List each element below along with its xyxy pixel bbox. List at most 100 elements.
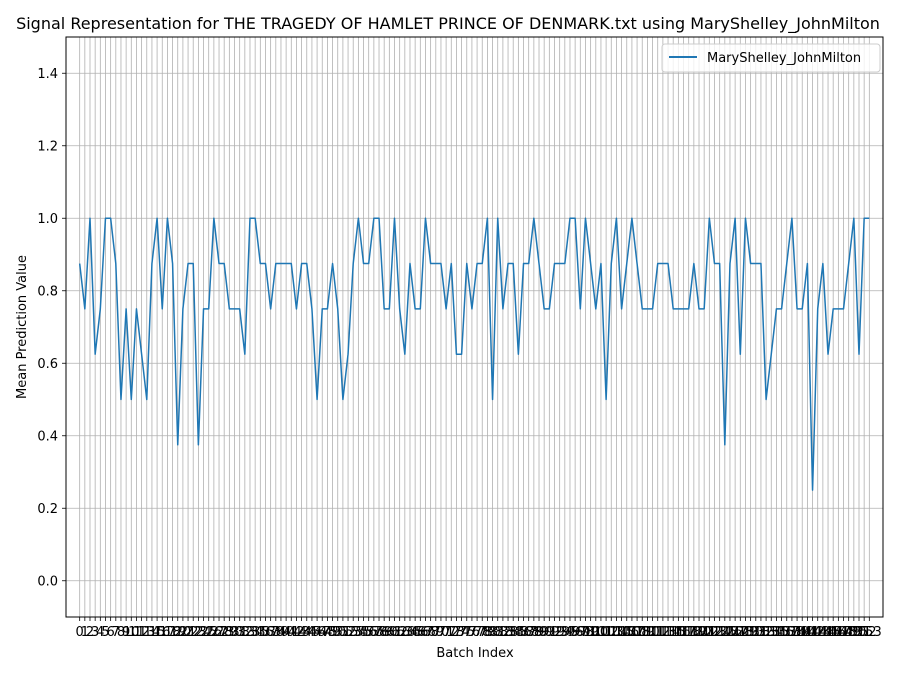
y-tick-label: 0.6 xyxy=(37,357,58,372)
x-tick-label: 82 xyxy=(495,625,512,640)
x-axis-label: Batch Index xyxy=(436,646,514,661)
x-tick-label: 60 xyxy=(381,625,398,640)
x-tick-label: 139 xyxy=(785,625,810,640)
x-tick-label: 31 xyxy=(231,625,248,640)
x-tick-label: 114 xyxy=(656,625,681,640)
x-tick-label: 20 xyxy=(175,625,192,640)
x-tick-label: 33 xyxy=(242,625,259,640)
x-tick-label: 75 xyxy=(458,625,475,640)
x-tick-label: 135 xyxy=(764,625,789,640)
x-tick-label: 21 xyxy=(180,625,197,640)
x-tick-label: 23 xyxy=(190,625,207,640)
x-tick-label: 113 xyxy=(650,625,675,640)
x-tick-label: 98 xyxy=(577,625,594,640)
y-tick-label: 0.8 xyxy=(37,284,58,299)
y-tick-label: 1.0 xyxy=(37,212,58,227)
x-tick-label: 62 xyxy=(391,625,408,640)
x-tick-label: 117 xyxy=(671,625,696,640)
x-tick-label: 78 xyxy=(474,625,491,640)
x-tick-label: 138 xyxy=(779,625,804,640)
x-tick-label: 30 xyxy=(226,625,243,640)
x-tick-label: 5 xyxy=(101,625,109,640)
x-tick-label: 151 xyxy=(847,625,872,640)
x-tick-label: 22 xyxy=(185,625,202,640)
x-tick-label: 19 xyxy=(169,625,186,640)
x-tick-label: 41 xyxy=(283,625,300,640)
legend-box xyxy=(661,43,881,73)
x-tick-label: 100 xyxy=(583,625,608,640)
x-tick-label: 11 xyxy=(128,625,145,640)
x-tick-label: 140 xyxy=(790,625,815,640)
x-tick-label: 57 xyxy=(366,625,383,640)
x-tick-label: 55 xyxy=(355,625,372,640)
x-tick-label: 88 xyxy=(526,625,543,640)
x-tick-label: 46 xyxy=(309,625,326,640)
x-tick-label: 71 xyxy=(438,625,455,640)
x-tick-label: 132 xyxy=(749,625,774,640)
legend-label: MaryShelley_JohnMilton xyxy=(707,51,861,66)
x-tick-label: 63 xyxy=(397,625,414,640)
x-tick-label: 109 xyxy=(630,625,655,640)
x-tick-label: 97 xyxy=(572,625,589,640)
x-tick-label: 149 xyxy=(836,625,861,640)
chart-title: Signal Representation for THE TRAGEDY OF… xyxy=(16,14,880,34)
x-tick-label: 56 xyxy=(360,625,377,640)
x-tick-label: 80 xyxy=(484,625,501,640)
x-tick-label: 17 xyxy=(159,625,176,640)
x-tick-label: 85 xyxy=(510,625,527,640)
x-tick-label: 24 xyxy=(195,625,212,640)
x-tick-label: 133 xyxy=(754,625,779,640)
x-tick-label: 129 xyxy=(733,625,758,640)
x-tick-label: 93 xyxy=(551,625,568,640)
x-tick-label: 51 xyxy=(335,625,352,640)
x-axis-ticks: 0123456789101112131415161718192021222324… xyxy=(76,617,882,640)
x-tick-label: 77 xyxy=(469,625,486,640)
x-tick-label: 70 xyxy=(433,625,450,640)
x-tick-label: 108 xyxy=(625,625,650,640)
x-tick-label: 53 xyxy=(345,625,362,640)
x-tick-label: 72 xyxy=(443,625,460,640)
x-tick-label: 26 xyxy=(206,625,223,640)
x-tick-label: 99 xyxy=(582,625,599,640)
plot-area xyxy=(65,36,884,618)
x-tick-label: 52 xyxy=(340,625,357,640)
x-tick-label: 49 xyxy=(324,625,341,640)
x-tick-label: 116 xyxy=(666,625,691,640)
x-tick-label: 61 xyxy=(386,625,403,640)
x-tick-label: 137 xyxy=(774,625,799,640)
x-tick-label: 67 xyxy=(417,625,434,640)
x-tick-label: 36 xyxy=(257,625,274,640)
x-tick-label: 125 xyxy=(712,625,737,640)
x-tick-label: 145 xyxy=(816,625,841,640)
x-tick-label: 2 xyxy=(86,625,94,640)
x-tick-label: 3 xyxy=(91,625,99,640)
x-tick-label: 101 xyxy=(589,625,614,640)
x-tick-label: 59 xyxy=(376,625,393,640)
plot-background xyxy=(66,37,883,617)
x-tick-label: 76 xyxy=(464,625,481,640)
x-tick-label: 122 xyxy=(697,625,722,640)
x-tick-label: 0 xyxy=(76,625,84,640)
x-tick-label: 4 xyxy=(96,625,104,640)
y-axis-label: Mean Prediction Value xyxy=(15,255,30,399)
x-tick-label: 39 xyxy=(273,625,290,640)
x-tick-label: 150 xyxy=(841,625,866,640)
x-tick-label: 73 xyxy=(448,625,465,640)
x-tick-label: 54 xyxy=(350,625,367,640)
x-tick-label: 15 xyxy=(149,625,166,640)
x-tick-label: 147 xyxy=(826,625,851,640)
x-tick-label: 64 xyxy=(402,625,419,640)
x-tick-label: 134 xyxy=(759,625,784,640)
y-tick-label: 1.4 xyxy=(37,67,58,82)
x-gridlines xyxy=(79,37,870,617)
x-tick-label: 74 xyxy=(453,625,470,640)
x-tick-label: 118 xyxy=(676,625,701,640)
x-tick-label: 92 xyxy=(546,625,563,640)
x-tick-label: 107 xyxy=(619,625,644,640)
x-tick-label: 34 xyxy=(247,625,264,640)
x-tick-label: 143 xyxy=(805,625,830,640)
x-tick-label: 130 xyxy=(738,625,763,640)
x-tick-label: 102 xyxy=(594,625,619,640)
x-tick-label: 141 xyxy=(795,625,820,640)
y-tick-label: 0.2 xyxy=(37,502,58,517)
